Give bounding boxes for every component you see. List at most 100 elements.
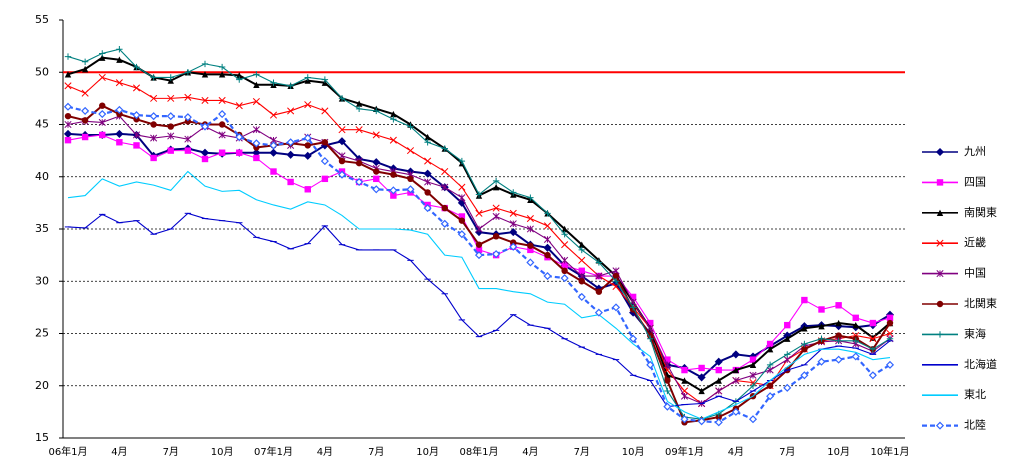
marker [390, 192, 397, 199]
marker [629, 293, 637, 301]
marker [287, 178, 294, 186]
legend-marker [936, 331, 944, 338]
marker [115, 129, 124, 138]
marker [561, 267, 568, 274]
marker [869, 345, 877, 353]
y-tick-label: 55 [35, 13, 49, 26]
marker [852, 321, 859, 329]
marker [81, 58, 89, 65]
marker [440, 219, 449, 228]
marker [321, 175, 329, 183]
marker [132, 111, 141, 120]
marker [320, 157, 329, 166]
marker [338, 157, 346, 165]
marker [270, 168, 277, 175]
marker [98, 118, 106, 126]
marker [133, 116, 140, 123]
y-tick-label: 50 [35, 65, 49, 78]
marker [373, 168, 380, 175]
marker [337, 137, 347, 146]
marker [389, 186, 398, 195]
marker [748, 415, 758, 424]
marker [183, 113, 192, 122]
marker [714, 357, 723, 366]
x-tick-label: 7月 [163, 446, 179, 458]
marker [835, 319, 842, 327]
marker [578, 267, 585, 274]
marker [458, 194, 466, 202]
marker [886, 329, 894, 338]
marker [372, 185, 381, 194]
marker [99, 131, 106, 139]
marker [63, 102, 73, 111]
marker [64, 71, 72, 78]
marker [458, 217, 466, 224]
marker [560, 274, 569, 283]
marker [81, 133, 89, 141]
legend-marker [936, 209, 944, 216]
marker [731, 407, 740, 416]
marker [526, 214, 534, 223]
marker [475, 246, 483, 254]
marker [646, 324, 654, 332]
marker [543, 222, 552, 230]
y-tick-label: 40 [35, 170, 49, 183]
marker [766, 382, 774, 389]
marker [99, 54, 106, 61]
marker [526, 258, 535, 267]
marker [372, 158, 381, 167]
x-tick-label: 4月 [522, 446, 538, 458]
marker [492, 250, 501, 259]
x-tick-label: 07年1月 [254, 445, 293, 458]
marker [527, 246, 534, 254]
marker [457, 230, 466, 239]
marker [561, 262, 568, 269]
marker [269, 111, 278, 119]
marker [664, 387, 671, 395]
marker [252, 139, 261, 148]
marker [851, 352, 860, 361]
marker [612, 272, 620, 280]
marker [801, 345, 808, 353]
marker [441, 204, 448, 212]
marker [355, 177, 364, 187]
marker [715, 366, 722, 374]
marker [321, 139, 329, 146]
marker [680, 415, 689, 424]
marker [578, 256, 586, 264]
marker [406, 185, 415, 194]
marker [424, 189, 431, 196]
marker [200, 148, 210, 157]
marker [731, 350, 740, 359]
marker [766, 392, 775, 401]
marker [492, 204, 500, 212]
marker [681, 377, 688, 384]
marker [594, 308, 603, 317]
marker [647, 335, 654, 342]
marker [81, 117, 89, 124]
marker [81, 65, 89, 73]
legend-marker [936, 239, 944, 247]
marker [390, 110, 397, 118]
marker [321, 76, 329, 83]
marker [629, 304, 637, 311]
marker [150, 154, 157, 162]
legend-label: 九州 [964, 145, 986, 158]
marker [527, 242, 534, 249]
marker [286, 138, 295, 147]
marker [218, 71, 226, 78]
marker [852, 314, 859, 322]
marker [218, 121, 226, 128]
marker [132, 131, 141, 139]
marker [458, 157, 466, 165]
x-tick-label: 09年1月 [665, 445, 704, 458]
marker [201, 71, 209, 78]
marker [338, 126, 346, 134]
marker [253, 71, 260, 78]
marker [252, 126, 260, 134]
marker [321, 107, 329, 115]
marker [441, 167, 449, 176]
marker [561, 256, 569, 264]
marker [64, 136, 72, 144]
marker [749, 382, 757, 389]
